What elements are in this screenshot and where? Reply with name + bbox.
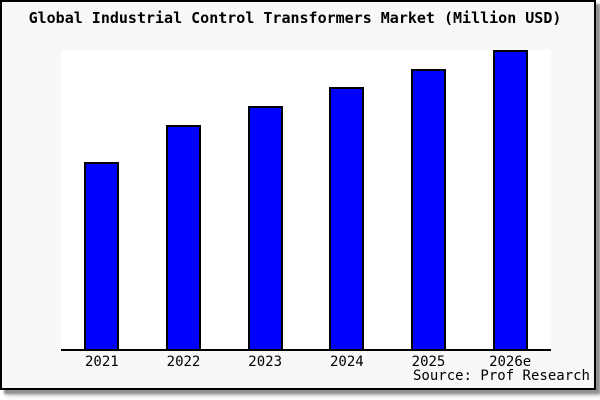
bar-2023 bbox=[247, 106, 283, 349]
source-note: Source: Prof Research bbox=[412, 368, 590, 384]
x-tick-label-2023: 2023 bbox=[248, 354, 283, 370]
bar-2022 bbox=[166, 125, 201, 349]
bar-2026e bbox=[492, 50, 528, 349]
plot-area bbox=[61, 50, 551, 351]
chart-card: Global Industrial Control Transformers M… bbox=[0, 0, 596, 390]
x-tick-label-2022: 2022 bbox=[166, 354, 201, 370]
chart-title: Global Industrial Control Transformers M… bbox=[28, 9, 562, 27]
bar-2021 bbox=[84, 162, 120, 349]
x-tick-label-2024: 2024 bbox=[329, 354, 364, 370]
x-tick-label-2021: 2021 bbox=[84, 354, 119, 370]
bar-2025 bbox=[411, 69, 446, 349]
bar-2024 bbox=[329, 87, 365, 349]
